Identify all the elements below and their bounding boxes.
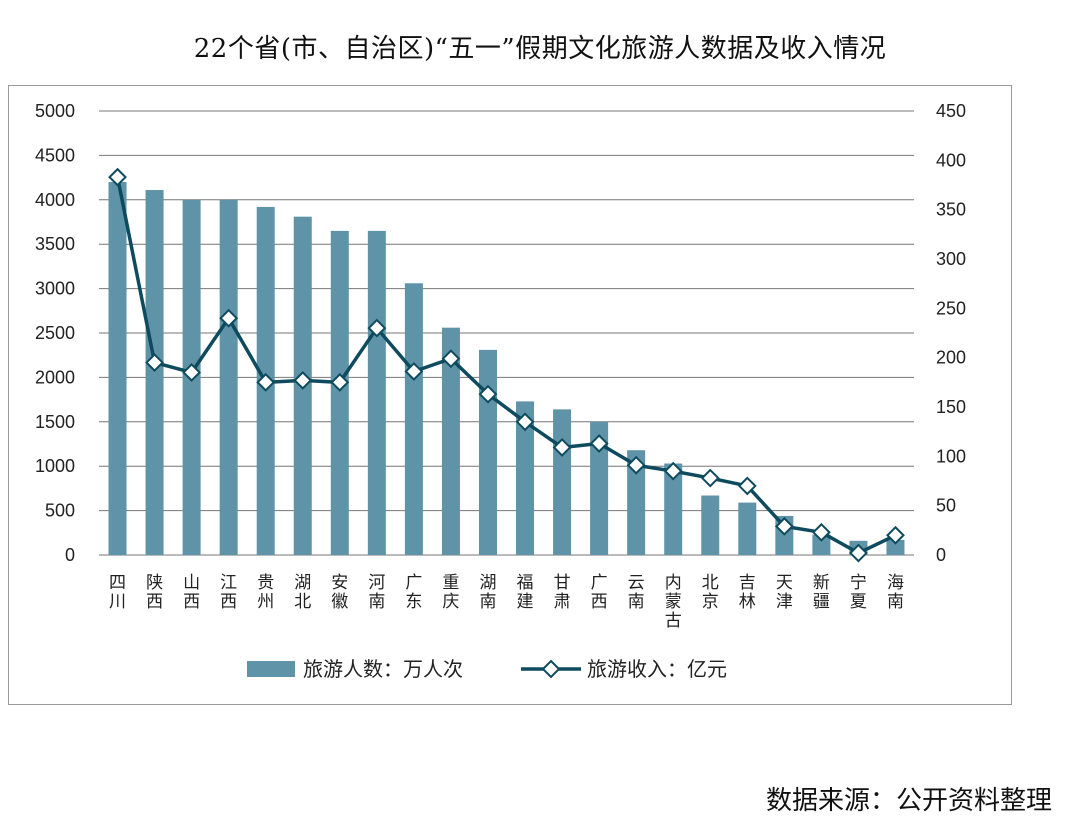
x-tick-label: 云南 (628, 573, 645, 611)
revenue-point-重庆 (441, 349, 461, 369)
revenue-point-甘肃 (552, 438, 572, 457)
y-right-tick-label: 300 (936, 249, 966, 269)
bar-北京 (701, 495, 720, 555)
y-right-tick-label: 250 (936, 298, 966, 318)
legend-bar-swatch (247, 661, 295, 677)
revenue-point-湖南 (478, 384, 498, 404)
y-left-tick-label: 0 (65, 545, 75, 565)
x-tick-label: 新疆 (813, 573, 830, 611)
revenue-point-贵州 (256, 372, 276, 392)
y-right-tick-label: 350 (936, 200, 966, 220)
x-tick-label: 湖南 (479, 573, 496, 611)
revenue-point-广西 (589, 434, 609, 453)
y-left-tick-label: 5000 (35, 101, 75, 121)
bar-海南 (886, 539, 905, 555)
x-tick-label: 甘肃 (554, 573, 571, 611)
revenue-point-宁夏 (849, 543, 868, 563)
bar-广东 (404, 283, 423, 555)
x-tick-label: 福建 (517, 573, 534, 611)
bar-四川 (108, 182, 127, 555)
bar-广西 (590, 421, 609, 555)
revenue-point-四川 (108, 167, 127, 187)
y-left-tick-label: 2000 (35, 367, 75, 387)
revenue-point-山西 (182, 363, 202, 382)
bar-吉林 (738, 502, 757, 555)
chart-title: 22个省(市、自治区)“五一”假期文化旅游人数据及收入情况 (193, 34, 887, 64)
bar-湖南 (478, 349, 497, 555)
revenue-point-江西 (219, 308, 239, 328)
y-left-tick-label: 4000 (35, 190, 75, 210)
y-right-tick-label: 200 (936, 348, 966, 368)
y-right-tick-label: 100 (936, 446, 966, 466)
y-left-tick-label: 3500 (35, 234, 75, 254)
revenue-point-新疆 (811, 522, 831, 542)
legend-line-label: 旅游收入：亿元 (587, 658, 727, 681)
x-tick-label: 安徽 (331, 573, 348, 611)
bar-陕西 (145, 190, 164, 556)
bar-新疆 (812, 534, 831, 555)
y-left-tick-label: 3000 (35, 279, 75, 299)
x-tick-label: 重庆 (442, 573, 459, 611)
x-tick-label: 广东 (405, 573, 422, 611)
y-left-tick-label: 1500 (35, 412, 75, 432)
x-tick-label: 内蒙古 (665, 573, 682, 630)
revenue-point-天津 (774, 516, 794, 536)
revenue-point-内蒙古 (663, 461, 683, 481)
x-tick-label: 吉林 (739, 573, 756, 611)
bar-福建 (516, 401, 535, 555)
revenue-point-河南 (367, 318, 387, 338)
revenue-point-福建 (515, 412, 535, 432)
bar-甘肃 (553, 409, 572, 555)
y-left-tick-label: 1000 (35, 456, 75, 476)
chart-frame: 0 500 1000 1500 2000 2500 3000 3500 4000 4500 5000… (8, 85, 1012, 705)
bar-云南 (627, 450, 646, 555)
x-tick-label: 江西 (220, 573, 237, 611)
bar-内蒙古 (664, 463, 683, 555)
x-tick-label: 山西 (183, 573, 200, 611)
legend-bar-label: 旅游人数：万人次 (303, 658, 463, 681)
data-source: 数据来源：公开资料整理 (765, 786, 1052, 816)
x-tick-label: 湖北 (294, 573, 311, 611)
bar-河南 (367, 230, 386, 555)
revenue-point-北京 (700, 468, 720, 488)
y-left-tick-label: 500 (45, 501, 75, 521)
revenue-line (115, 176, 897, 555)
y-left-tick-label: 4500 (35, 145, 75, 165)
y-right-tick-label: 0 (936, 545, 946, 565)
x-tick-label: 北京 (702, 573, 719, 611)
revenue-point-吉林 (737, 476, 757, 496)
x-tick-label: 天津 (776, 573, 793, 611)
bar-重庆 (441, 327, 460, 555)
revenue-point-广东 (404, 362, 424, 381)
revenue-point-陕西 (145, 353, 164, 373)
x-tick-label: 贵州 (257, 573, 274, 611)
y-left-tick-label: 2500 (35, 323, 75, 343)
bar-江西 (219, 199, 238, 556)
y-right-tick-label: 450 (936, 101, 966, 121)
x-tick-label: 河南 (368, 573, 385, 611)
y-right-tick-label: 400 (936, 150, 966, 170)
revenue-point-海南 (886, 525, 905, 545)
legend-line-marker (541, 659, 561, 679)
revenue-point-安徽 (330, 372, 350, 392)
y-right-tick-label: 150 (936, 397, 966, 417)
bar-安徽 (330, 230, 349, 555)
x-tick-label: 宁夏 (850, 573, 867, 611)
x-tick-label: 四川 (109, 573, 126, 611)
y-right-tick-label: 50 (936, 496, 956, 516)
revenue-point-湖北 (293, 370, 313, 390)
chart-svg: 0500100015002000250030003500400045005000… (35, 101, 966, 681)
revenue-point-云南 (626, 455, 646, 475)
x-tick-label: 陕西 (146, 573, 163, 611)
x-tick-label: 广西 (591, 573, 608, 611)
x-tick-label: 海南 (887, 573, 904, 611)
